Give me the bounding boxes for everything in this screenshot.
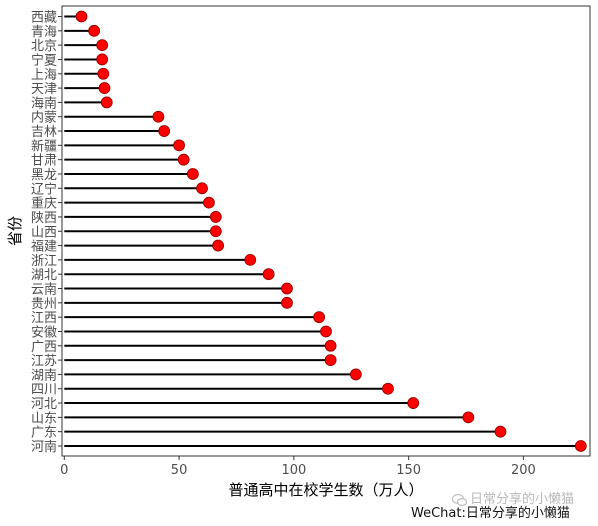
y-tick-label: 西藏 [31,11,57,26]
y-tick-label: 河北 [31,397,57,412]
lollipop-point [203,196,215,209]
lollipop-point [262,268,275,281]
lollipop-point [98,82,111,94]
y-tick-label: 湖南 [31,367,57,383]
lollipop-point [196,182,208,195]
lollipop-point [313,311,326,324]
lollipop-point [158,125,171,137]
y-tick-label: 甘肃 [31,154,57,169]
lollipop-point [407,397,420,409]
watermark-account-text: 日常分享的小懒猫 [470,492,575,507]
x-axis: 0 50 100 150 200 [60,456,536,478]
y-tick-label: 内蒙 [31,110,57,126]
y-tick-label: 海南 [31,95,57,111]
lollipop-point [324,354,337,367]
y-tick-label: 江苏 [31,353,57,369]
lollipop-point [320,325,332,338]
y-tick-label: 宁夏 [31,52,57,68]
y-tick-label: 广东 [31,426,57,441]
y-tick-label: 云南 [31,282,57,298]
y-tick-label: 山西 [31,225,57,240]
y-tick-label: 重庆 [31,196,57,212]
wechat-icon [452,493,467,506]
y-tick-label: 吉林 [31,125,57,140]
lollipop-point [494,425,507,438]
lollipop-point [209,225,222,238]
x-tick-label: 200 [511,463,536,478]
lollipop-point [177,153,190,166]
y-tick-label: 四川 [31,383,57,398]
lollipop-point [324,339,337,352]
lollipop-point [96,39,109,52]
lollipop-point [212,239,225,252]
lollipop-point [186,168,199,180]
lollipop-point [100,96,113,109]
y-tick-label: 陕西 [31,211,57,226]
y-tick-label: 新疆 [31,138,57,154]
y-tick-label: 黑龙 [31,168,57,183]
lollipop-point [75,10,88,23]
y-tick-label: 湖北 [31,268,57,283]
y-tick-label: 辽宁 [31,181,57,197]
lollipop-point [462,411,475,424]
x-tick-label: 100 [281,463,306,478]
lollipop-point [97,67,110,80]
lollipop-point [96,53,109,66]
watermark-account: 日常分享的小懒猫 [452,488,574,507]
lollipop-marks [64,10,587,452]
lollipop-point [349,368,362,381]
watermark-wechat: WeChat:日常分享的小懒猫 [411,506,570,521]
y-tick-label: 江西 [31,311,57,326]
lollipop-point [281,296,293,309]
lollipop-point [244,253,257,266]
x-tick-label: 150 [396,463,421,478]
y-tick-label: 广西 [31,340,57,355]
y-tick-label: 河南 [31,439,57,455]
lollipop-point [152,110,165,123]
y-axis: 西藏青海北京宁夏上海天津海南内蒙吉林新疆甘肃黑龙辽宁重庆陕西山西福建浙江湖北云南… [31,11,62,455]
y-tick-label: 安徽 [31,325,57,340]
y-tick-label: 浙江 [31,254,57,269]
y-tick-label: 福建 [31,240,57,255]
lollipop-point [281,282,293,295]
y-tick-label: 上海 [31,68,57,83]
y-tick-label: 贵州 [31,297,57,312]
lollipop-point [173,139,185,152]
x-tick-label: 0 [60,463,68,478]
x-tick-label: 50 [171,463,188,478]
y-tick-label: 山东 [31,411,57,426]
y-tick-label: 天津 [31,82,57,97]
lollipop-point [209,211,222,223]
y-tick-label: 青海 [31,25,57,40]
lollipop-point [574,440,587,452]
lollipop-point [88,24,101,37]
lollipop-point [382,382,394,395]
y-tick-label: 北京 [31,39,57,54]
y-axis-title: 省份 [6,216,24,246]
x-axis-title: 普通高中在校学生数（万人） [228,481,423,499]
